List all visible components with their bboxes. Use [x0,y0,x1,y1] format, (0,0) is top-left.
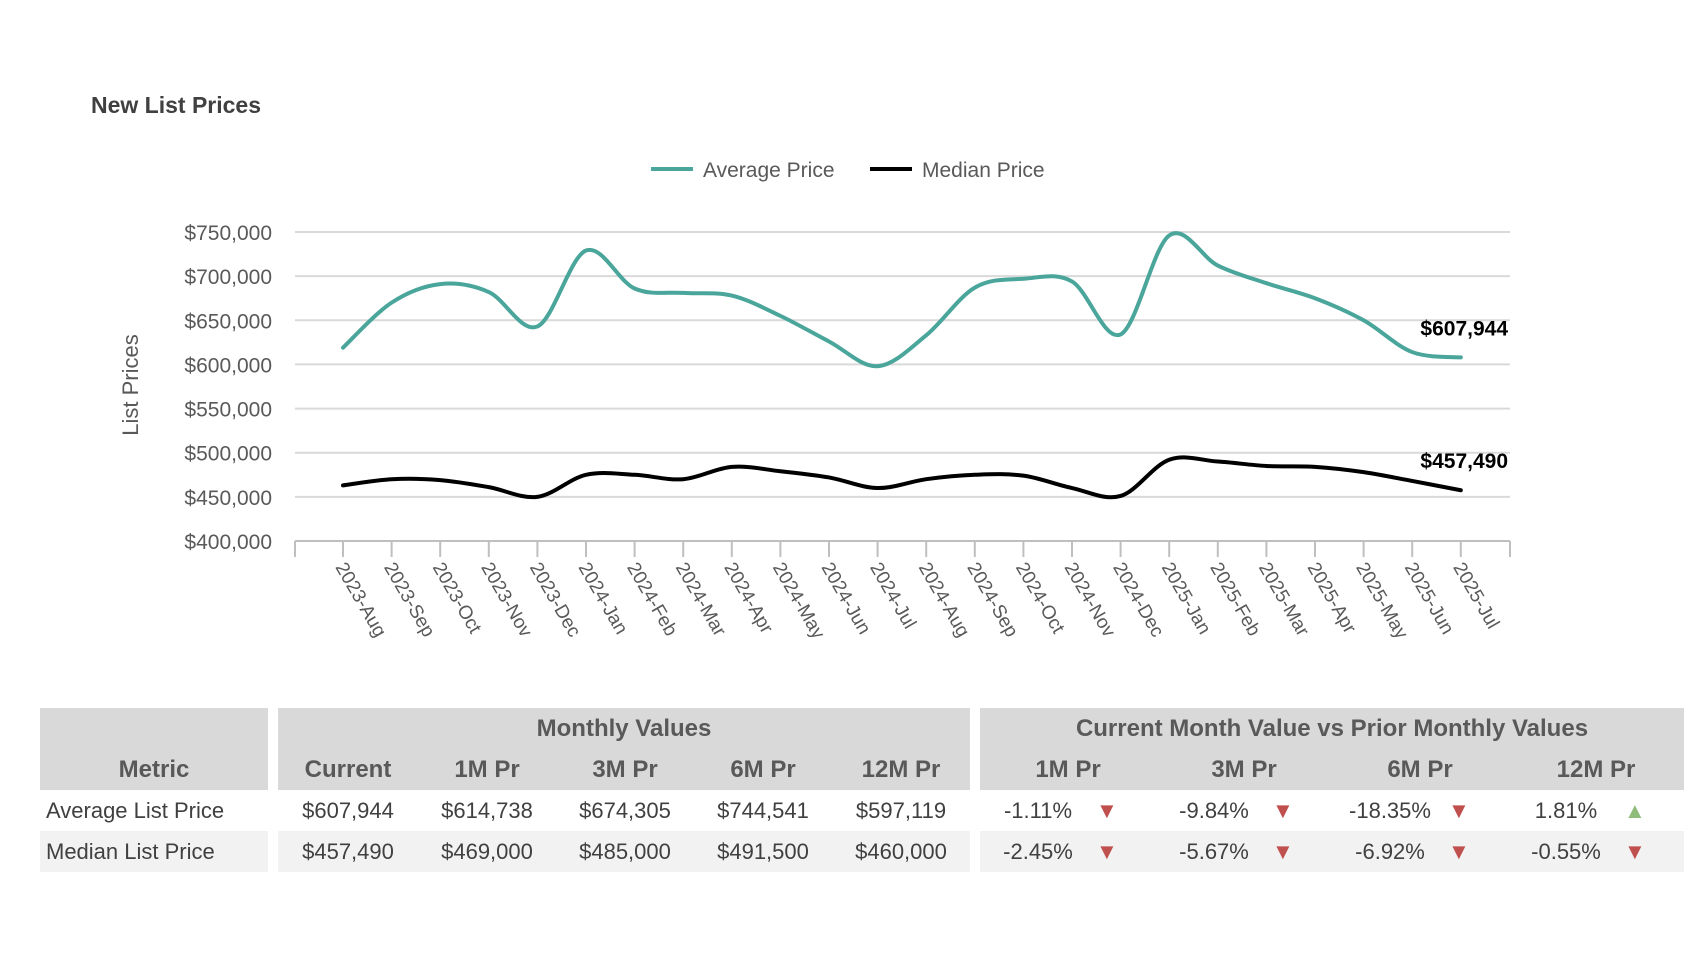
y-axis-label: List Prices [118,334,143,435]
legend-median-label: Median Price [922,159,1045,182]
value-cell: $607,944 [302,797,394,823]
y-tick-label: $700,000 [184,266,272,289]
value-col-header: 1M Pr [418,749,556,790]
spacer [970,831,980,872]
arrow-down-icon: ▼ [1096,838,1118,864]
arrow-cell: ▲ [1624,790,1684,831]
average-price-line [341,231,1463,369]
average-price-end-label: $607,944 [1420,317,1508,340]
median-price-line [341,455,1463,500]
series-lines [341,231,1463,500]
value-col-header: Current [278,749,418,790]
arrow-down-icon: ▼ [1448,838,1470,864]
y-tick-label: $450,000 [184,487,272,510]
metrics-table: Metric Monthly Values Current Month Valu… [40,708,1684,872]
arrow-cell: ▼ [1272,831,1332,872]
grid [295,231,1510,542]
spacer [268,790,278,831]
value-cell: $485,000 [556,831,694,872]
value-col-header: 6M Pr [694,749,832,790]
arrow-cell: ▼ [1448,790,1508,831]
comparison-header: Current Month Value vs Prior Monthly Val… [980,708,1684,749]
arrow-cell: ▼ [1096,831,1156,872]
table-row: Average List Price $607,944 $614,738 $674,3… [40,790,1684,831]
table-group-header-row: Metric Monthly Values Current Month Valu… [40,708,1684,790]
pct-col-header: 3M Pr [1156,749,1332,790]
y-tick-label: $550,000 [184,399,272,422]
arrow-down-icon: ▼ [1272,797,1294,823]
value-cell: $457,490 [278,831,418,872]
median-price-end-label: $457,490 [1420,450,1508,473]
pct-change-cell: -6.92% [1332,831,1448,872]
metric-header: Metric [40,708,268,790]
value-cell: $469,000 [418,831,556,872]
arrow-down-icon: ▼ [1272,838,1294,864]
spacer [970,790,980,831]
value-cell: $491,500 [694,831,832,872]
pct-change-cell: -5.67% [1156,831,1272,872]
metric-name: Average List Price [46,797,225,823]
y-tick-label: $750,000 [184,222,272,245]
arrow-down-icon: ▼ [1624,838,1646,864]
pct-col-header: 12M Pr [1508,749,1684,790]
arrow-cell: ▼ [1272,790,1332,831]
value-col-header: 3M Pr [556,749,694,790]
legend-average-label: Average Price [703,159,835,182]
metric-name: Median List Price [40,831,268,872]
value-col-header: 12M Pr [832,749,970,790]
value-cell: $674,305 [579,797,671,823]
arrow-cell: ▼ [1448,831,1508,872]
value-cell: $744,541 [717,797,809,823]
line-chart: Average Price Median Price $400,000 $450,0… [118,159,1511,643]
pct-change-cell: -0.55% [1508,831,1624,872]
value-cell: $597,119 [855,797,947,823]
table-row: Median List Price $457,490 $469,000 $485,00… [40,831,1684,872]
pct-change-cell: 1.81% [1534,797,1598,823]
x-tick-label: 2025-Jul [1448,559,1503,633]
value-cell: $460,000 [832,831,970,872]
pct-col-header: 6M Pr [1332,749,1508,790]
pct-change-cell: -1.11% [1003,797,1073,823]
arrow-cell: ▼ [1096,790,1156,831]
pct-change-cell: -9.84% [1179,797,1249,823]
monthly-values-header: Monthly Values [278,708,970,749]
legend: Average Price Median Price [651,159,1045,182]
y-tick-label: $650,000 [184,310,272,333]
pct-change-cell: -2.45% [980,831,1096,872]
end-labels: $607,944 $457,490 [1420,317,1508,473]
y-axis-ticks: $400,000 $450,000 $500,000 $550,000 $600,000… [184,222,272,554]
y-tick-label: $500,000 [184,443,272,466]
x-axis-ticks: 2023-Aug2023-Sep2023-Oct2023-Nov2023-Dec… [294,541,1511,643]
arrow-down-icon: ▼ [1096,797,1118,823]
spacer [268,831,278,872]
value-cell: $614,738 [441,797,533,823]
chart-title: New List Prices [91,92,262,118]
x-tick-label: 2024-Jul [865,559,920,633]
arrow-down-icon: ▼ [1448,797,1470,823]
y-tick-label: $600,000 [184,354,272,377]
y-tick-label: $400,000 [184,531,272,554]
table-column-header-row: Current 1M Pr 3M Pr 6M Pr 12M Pr 1M Pr 3M Pr 6… [40,749,1684,790]
pct-change-cell: -18.35% [1349,797,1431,823]
arrow-up-icon: ▲ [1624,797,1646,823]
pct-col-header: 1M Pr [980,749,1156,790]
arrow-cell: ▼ [1624,831,1684,872]
